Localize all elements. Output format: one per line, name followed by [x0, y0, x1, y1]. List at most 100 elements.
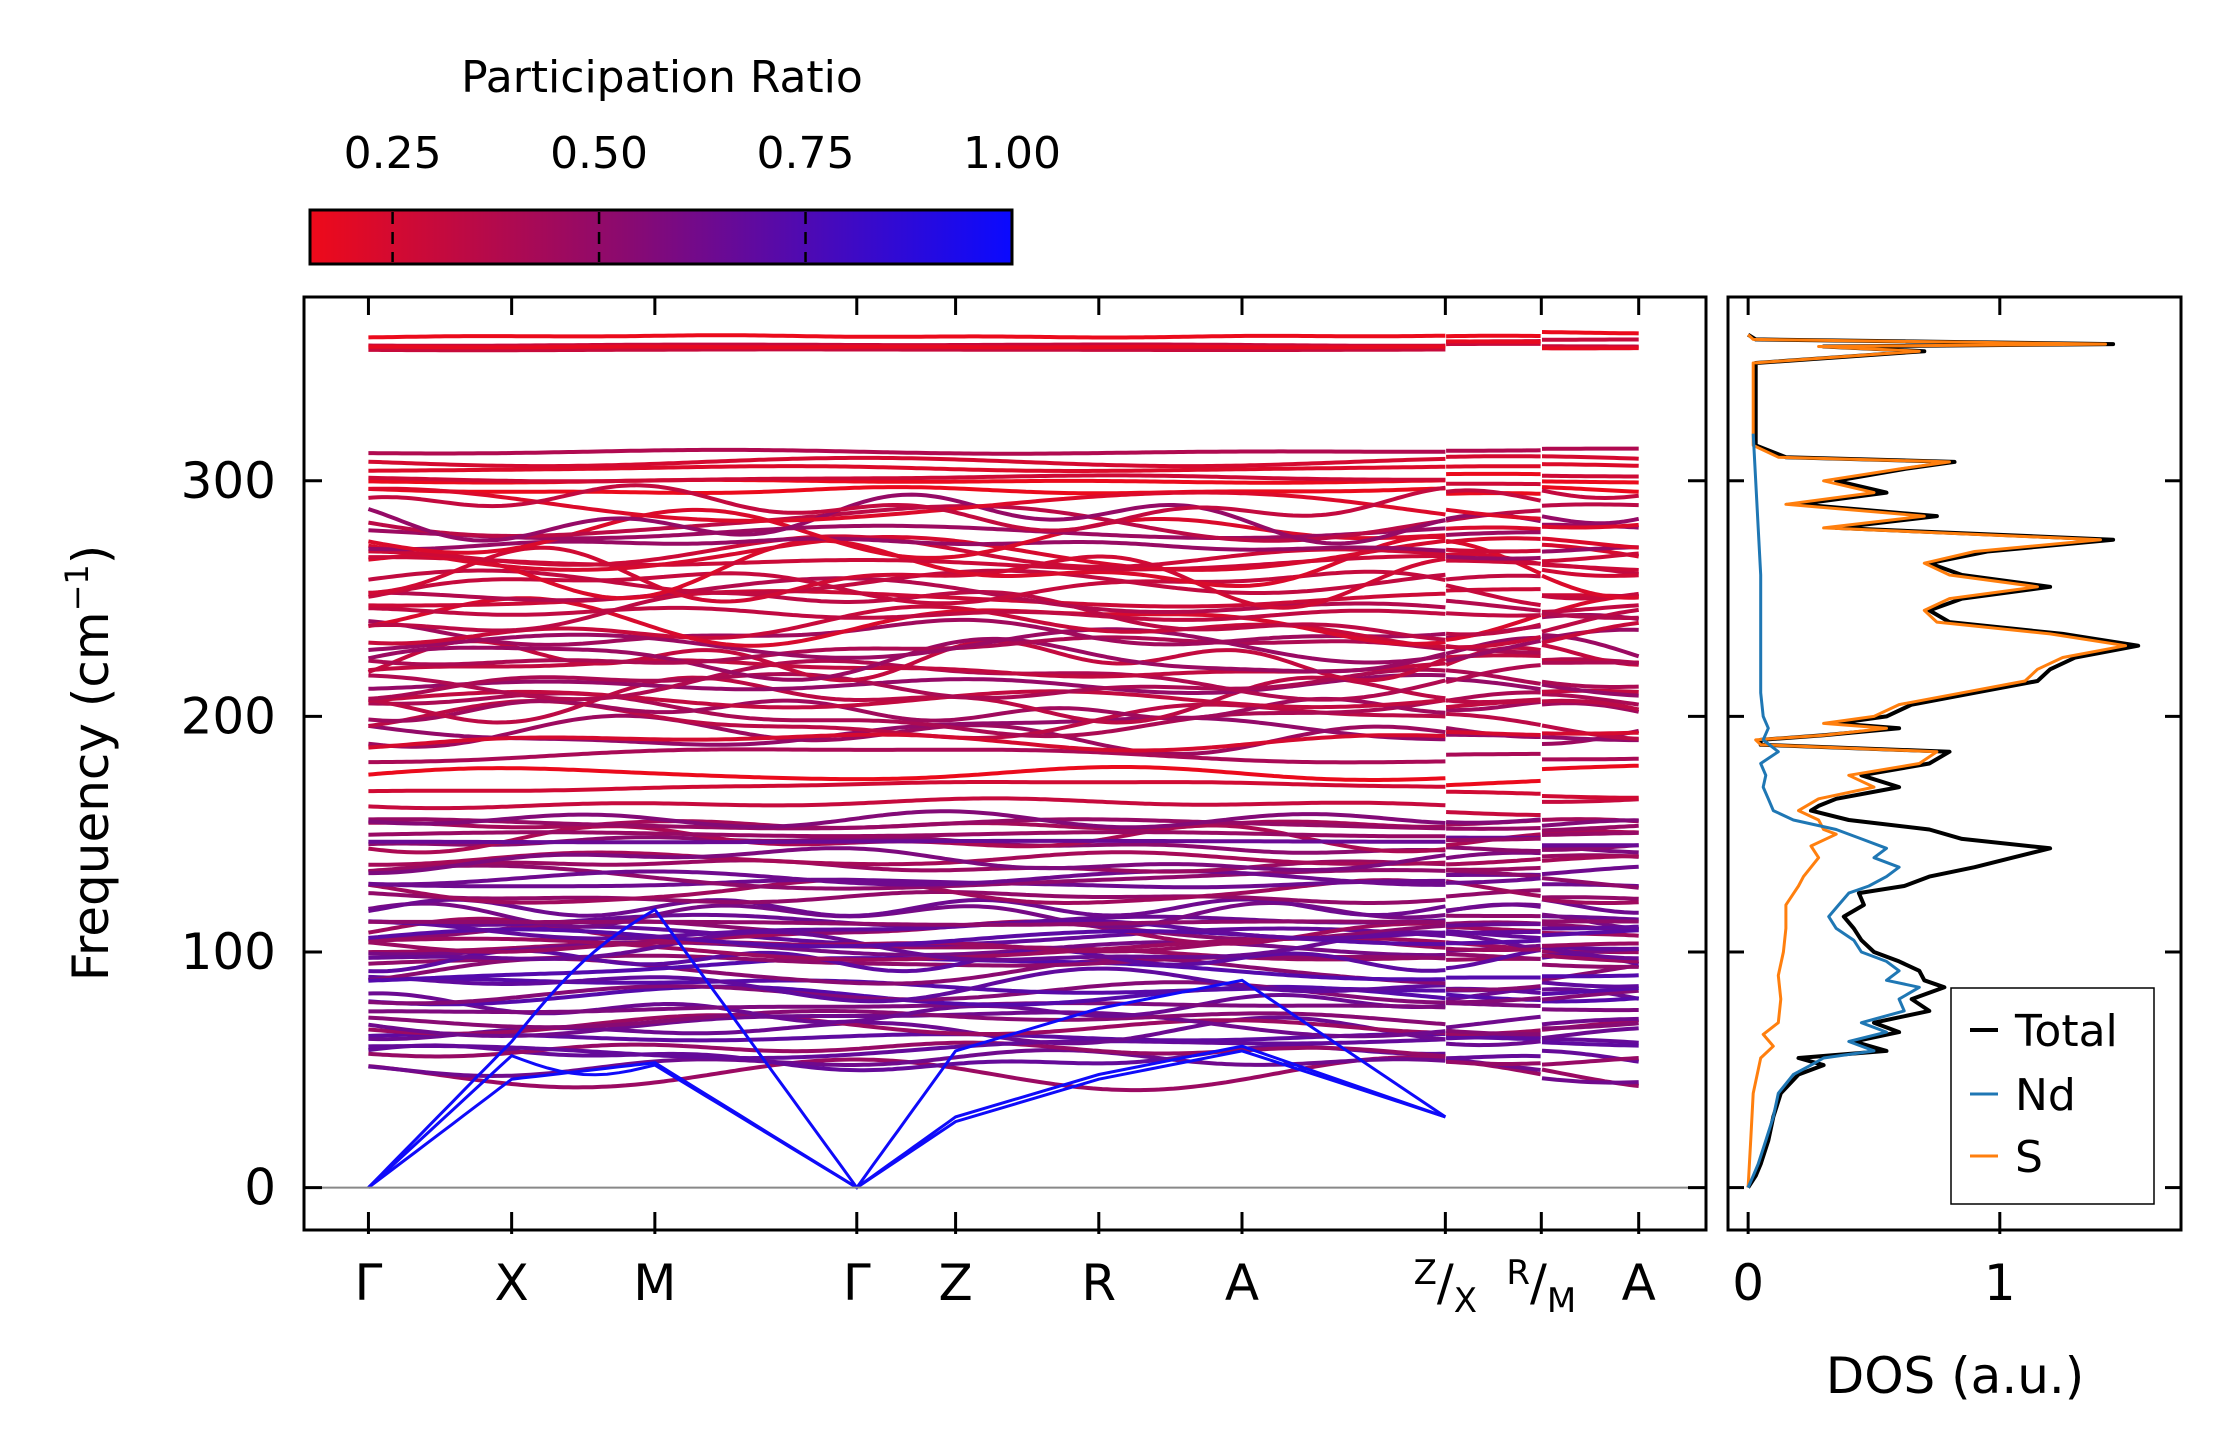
dos-x-tick-label: 0	[1732, 1254, 1764, 1312]
k-point-label-fraction: R/M	[1506, 1253, 1576, 1321]
band-lower-dense	[368, 809, 1446, 830]
k-point-label: A	[1225, 1254, 1259, 1312]
band-low-bands	[368, 1037, 1446, 1061]
band-upper-dense	[1541, 735, 1639, 743]
band-low-bands	[1541, 1016, 1639, 1027]
band-upper-dense	[1541, 488, 1639, 500]
band-lower-dense	[1541, 864, 1639, 877]
band-upper-dense	[368, 617, 1446, 647]
band-upper-flat	[368, 333, 1446, 340]
dos-frame	[1726, 295, 2183, 1232]
legend-label-nd: Nd	[2015, 1070, 2076, 1121]
band-upper-dense	[1445, 536, 1541, 545]
k-point-label: Z	[938, 1254, 972, 1312]
band-upper-dense	[1541, 698, 1640, 712]
band-low-bands	[1542, 1036, 1639, 1045]
band-high-bands	[1541, 462, 1639, 468]
band-upper-dense	[368, 504, 1446, 543]
band-lower-dense	[1541, 895, 1639, 901]
band-low-bands	[368, 1001, 1446, 1015]
band-upper-dense	[1541, 679, 1639, 689]
band-upper-dense	[368, 545, 1446, 610]
band-middle-bands	[1446, 789, 1541, 796]
band-upper-dense	[1541, 502, 1639, 508]
colorbar-ticks: 0.25 0.50 0.75 1.00	[344, 128, 1061, 262]
band-upper-dense	[1445, 573, 1541, 582]
band-upper-dense	[1445, 690, 1541, 703]
band-upper-dense	[368, 667, 1446, 701]
k-point-label: A	[1622, 1254, 1656, 1312]
band-upper-dense	[1541, 562, 1639, 572]
band-low-bands	[1541, 1056, 1639, 1067]
band-upper-dense	[368, 589, 1446, 609]
band-lower-dense	[1541, 823, 1639, 833]
dos-series-total	[1746, 332, 2141, 1189]
band-lower-dense	[1446, 876, 1541, 885]
band-upper-dense	[1445, 668, 1541, 686]
band-low-bands	[368, 948, 1446, 974]
band-high-bands	[1446, 448, 1541, 453]
band-middle-bands	[1542, 797, 1639, 804]
band-upper-dense	[1541, 536, 1639, 550]
dos-series-s	[1746, 333, 2128, 1188]
band-upper-dense	[1445, 488, 1542, 503]
band-upper-dense	[368, 635, 1446, 667]
band-upper-dense	[1541, 692, 1639, 707]
band-low-bands	[1541, 980, 1639, 989]
band-upper-dense	[1541, 567, 1639, 578]
band-upper-dense	[1446, 700, 1541, 713]
band-high-bands	[1541, 454, 1639, 461]
band-low-bands	[1542, 973, 1639, 979]
dos-lines	[1746, 332, 2141, 1189]
band-low-bands	[1445, 1039, 1541, 1048]
band-upper-dense	[1542, 660, 1639, 666]
band-lower-dense	[1446, 817, 1541, 825]
band-low-bands	[368, 966, 1446, 1004]
band-lower-dense	[1445, 902, 1541, 914]
k-point-label: R	[1081, 1254, 1116, 1312]
band-upper-dense	[1445, 583, 1541, 608]
band-upper-dense	[368, 590, 1446, 642]
band-low-bands	[368, 919, 1446, 927]
band-lower-dense	[1446, 865, 1541, 872]
band-middle-bands	[1541, 763, 1639, 772]
band-lower-dense	[1541, 830, 1639, 837]
band-middle-bands	[1446, 810, 1541, 817]
legend-label-s: S	[2015, 1132, 2043, 1183]
band-lower-dense	[1446, 922, 1541, 928]
colorbar-tick-label: 1.00	[963, 128, 1061, 179]
band-upper-dense	[1445, 611, 1541, 618]
band-low-bands	[1446, 946, 1541, 952]
band-upper-dense	[368, 483, 1446, 533]
band-upper-flat	[1446, 339, 1541, 344]
legend-box	[1950, 987, 2155, 1205]
band-middle-bands	[368, 747, 1446, 765]
band-low-bands	[1541, 928, 1639, 938]
band-upper-dense	[367, 639, 1447, 683]
y-tick-label: 100	[181, 923, 276, 981]
band-upper-dense	[368, 605, 1446, 622]
band-upper-dense	[1541, 573, 1639, 600]
band-lower-dense	[1541, 854, 1639, 863]
band-upper-dense	[1541, 620, 1639, 645]
band-lower-dense	[1446, 845, 1541, 853]
band-upper-dense	[368, 568, 1446, 596]
band-upper-dense	[1541, 607, 1639, 634]
band-lower-dense	[1541, 897, 1639, 905]
legend-item-s: S	[1970, 1132, 2043, 1183]
band-high-bands	[368, 455, 1446, 469]
band-upper-dense	[368, 523, 1446, 541]
band-acoustic-2	[367, 1044, 1446, 1190]
band-middle-bands	[1542, 730, 1639, 736]
band-middle-bands	[1446, 751, 1541, 757]
band-lower-dense	[368, 830, 1446, 839]
band-upper-dense	[367, 492, 1446, 546]
band-low-bands	[1446, 929, 1541, 936]
k-point-label: X	[495, 1254, 529, 1312]
band-low-bands	[1541, 953, 1639, 964]
band-high-bands	[1542, 473, 1639, 479]
band-middle-bands	[368, 780, 1446, 794]
band-upper-dense	[1541, 682, 1639, 698]
